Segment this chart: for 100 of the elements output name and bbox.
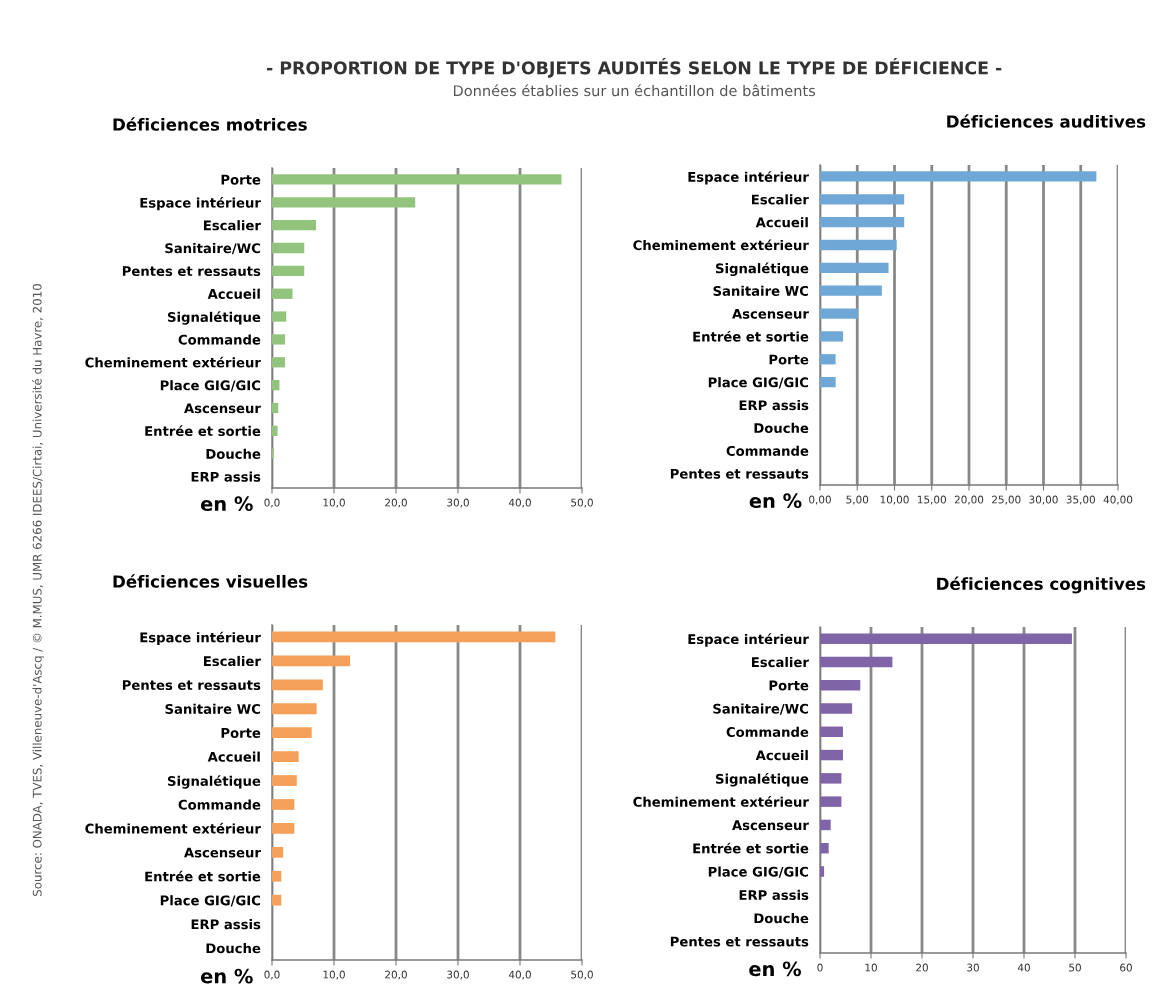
bar — [272, 197, 416, 208]
bar — [272, 799, 295, 810]
bar — [272, 402, 279, 414]
bar — [820, 703, 853, 714]
y-tick-label: Porte — [221, 174, 261, 185]
bar — [820, 819, 831, 831]
x-tick-label: 40,0 — [508, 970, 531, 980]
y-tick-label: Douche — [754, 913, 809, 924]
y-tick-label: Commande — [178, 799, 261, 810]
x-tick-label: 30,0 — [447, 970, 469, 980]
bar — [272, 846, 284, 858]
x-tick-label: 10,0 — [323, 498, 345, 508]
y-tick-label: Cheminement extérieur — [85, 822, 261, 834]
y-tick-label: Escalier — [752, 194, 809, 205]
x-tick-label: 30 — [967, 963, 979, 972]
y-tick-label: Pentes et ressauts — [122, 266, 261, 277]
bar — [272, 288, 293, 299]
x-axis-title: en % — [200, 496, 253, 512]
bar — [820, 217, 905, 228]
bar — [272, 357, 286, 368]
bar — [272, 679, 323, 691]
y-tick-label: Signalétique — [167, 775, 261, 789]
x-tick-label: 15,00 — [917, 495, 946, 505]
bar — [272, 870, 282, 882]
y-tick-label: Cheminement extérieur — [633, 796, 809, 807]
x-tick-label: 0 — [817, 963, 823, 972]
y-tick-label: Ascenseur — [184, 847, 261, 858]
x-tick-label: 5,00 — [846, 495, 869, 505]
bar — [820, 726, 843, 738]
bar — [272, 727, 312, 739]
bar — [820, 796, 842, 807]
x-tick-label: 10,00 — [880, 495, 909, 505]
y-tick-label: Commande — [726, 445, 809, 456]
bar — [272, 174, 562, 185]
x-tick-label: 30,0 — [447, 498, 469, 508]
bar — [820, 656, 893, 668]
y-tick-label: Espace intérieur — [688, 171, 809, 185]
x-tick-label: 50,0 — [571, 498, 593, 508]
y-tick-label: Espace intérieur — [688, 633, 809, 647]
x-tick-label: 20,00 — [954, 495, 984, 505]
y-tick-label: Accueil — [755, 750, 808, 761]
y-tick-label: Signalétique — [715, 262, 809, 276]
bar — [272, 311, 287, 322]
y-tick-label: ERP assis — [739, 889, 809, 900]
x-tick-label: 0,0 — [264, 970, 280, 980]
y-tick-label: Place GIG/GIC — [708, 377, 809, 389]
bar — [272, 425, 278, 436]
y-tick-label: Porte — [221, 728, 261, 738]
y-tick-label: ERP assis — [191, 919, 261, 930]
bar — [272, 751, 299, 762]
y-tick-label: Ascenseur — [184, 403, 261, 414]
y-tick-label: Place GIG/GIC — [160, 380, 261, 392]
bar — [820, 308, 858, 319]
y-tick-label: Entrée et sortie — [693, 330, 809, 342]
y-tick-label: Entrée et sortie — [145, 870, 261, 882]
chart-title: Déficiences cognitives — [937, 576, 1146, 594]
text: - PROPORTION DE TYPE D'OBJETS AUDITÉS SELON LE TYPE DE DÉFICIENCE - — [267, 58, 1002, 78]
y-tick-label: Cheminement extérieur — [85, 356, 261, 368]
bar — [272, 655, 351, 667]
bar — [272, 334, 286, 345]
y-tick-label: Entrée et sortie — [145, 425, 261, 437]
x-axis-title: en % — [749, 961, 802, 977]
y-tick-label: Sanitaire WC — [713, 285, 809, 296]
y-tick-label: Place GIG/GIC — [160, 895, 261, 907]
y-tick-label: Ascenseur — [732, 308, 809, 319]
x-axis-title: en % — [200, 968, 253, 984]
x-tick-label: 0,00 — [809, 495, 831, 505]
y-tick-label: Accueil — [755, 217, 808, 228]
x-tick-label: 50 — [1069, 963, 1081, 972]
y-tick-label: Entrée et sortie — [693, 842, 809, 854]
x-tick-label: 20 — [916, 963, 928, 972]
y-tick-label: Espace intérieur — [140, 197, 261, 211]
x-tick-label: 50,0 — [571, 970, 593, 980]
x-tick-label: 40,0 — [508, 498, 531, 508]
chart-title: Déficiences auditives — [947, 114, 1146, 128]
bar — [820, 633, 1072, 644]
y-tick-label: Sanitaire WC — [165, 703, 261, 714]
x-tick-label: 40,00 — [1103, 495, 1133, 505]
bar — [272, 775, 297, 786]
bar — [272, 380, 280, 391]
y-tick-label: Douche — [206, 943, 261, 954]
y-tick-label: Escalier — [752, 656, 809, 668]
y-tick-label: Accueil — [207, 288, 260, 299]
bar — [820, 773, 842, 784]
chart-title: Déficiences motrices — [113, 117, 307, 131]
bar — [820, 194, 905, 205]
chart-title: Déficiences visuelles — [113, 574, 308, 588]
y-tick-label: Douche — [754, 422, 809, 434]
bar — [272, 631, 556, 643]
y-tick-label: Escalier — [204, 655, 261, 667]
bar — [272, 703, 317, 715]
x-tick-label: 10 — [865, 963, 877, 972]
y-tick-label: Pentes et ressauts — [122, 680, 261, 691]
y-tick-label: Commande — [726, 726, 809, 737]
x-tick-label: 25,00 — [992, 495, 1021, 505]
bar — [272, 265, 305, 276]
x-tick-label: 60 — [1120, 963, 1132, 972]
y-tick-label: Escalier — [204, 220, 261, 231]
bar — [820, 842, 829, 854]
y-tick-label: Commande — [178, 334, 261, 345]
